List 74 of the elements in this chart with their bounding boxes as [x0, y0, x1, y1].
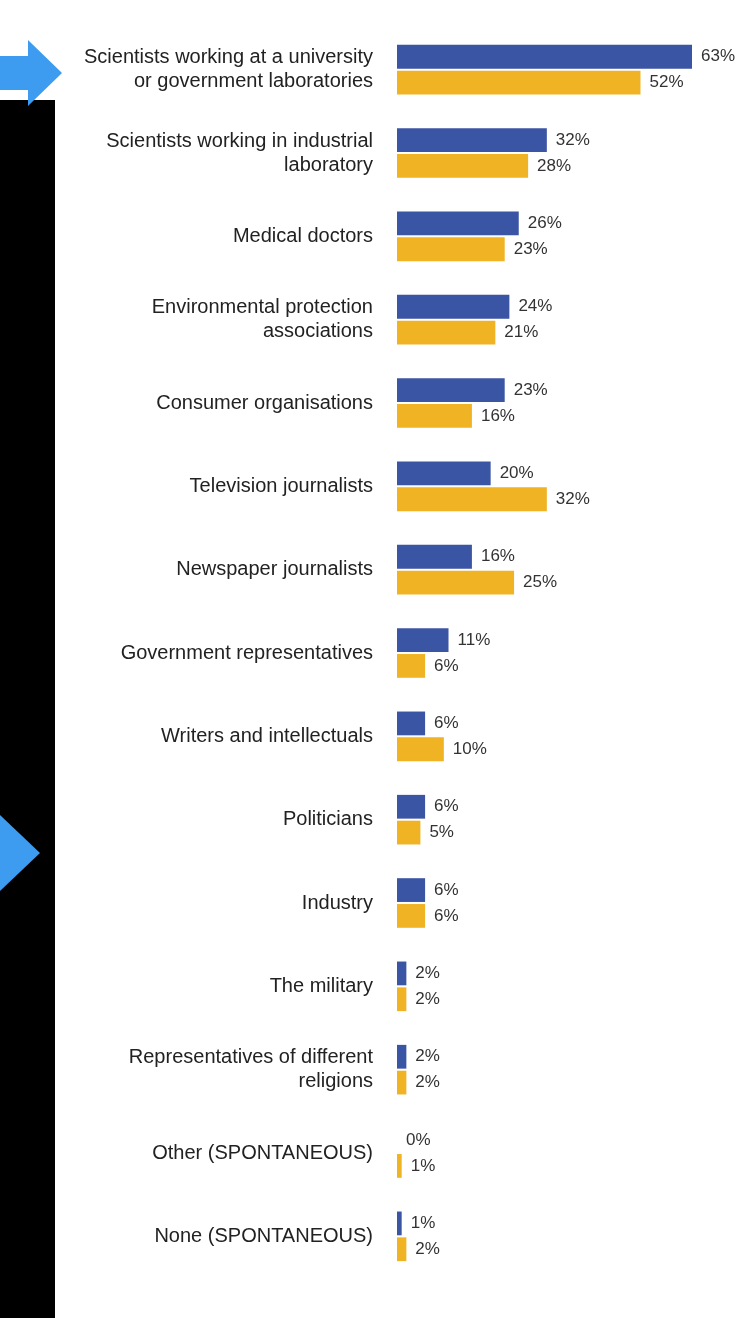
bar: [397, 211, 519, 236]
y-tick-label: Environmental protection associations: [151, 295, 373, 342]
data-label: 0%: [406, 1129, 431, 1149]
bar: [397, 154, 529, 178]
y-tick-label: Television journalists: [189, 473, 373, 496]
bar: [397, 44, 692, 69]
data-label: 32%: [555, 129, 590, 149]
bar: [397, 1237, 407, 1262]
data-label: 63%: [701, 46, 736, 66]
y-tick-label: Other (SPONTANEOUS): [152, 1140, 373, 1163]
y-tick-label: Politicians: [282, 807, 373, 830]
data-label: 28%: [537, 155, 572, 175]
bar: [397, 737, 444, 762]
bar: [397, 237, 505, 262]
bar: [397, 961, 407, 986]
data-label: 16%: [480, 546, 515, 566]
y-tick-label: Industry: [301, 890, 373, 913]
y-tick-label: Medical doctors: [232, 223, 373, 246]
bar: [397, 461, 491, 486]
bar: [397, 570, 515, 595]
y-tick-label: The military: [269, 973, 373, 996]
bar: [397, 820, 421, 845]
data-label: 2%: [415, 1046, 440, 1066]
bar: [397, 711, 426, 736]
bar: [397, 1044, 407, 1069]
y-tick-label: Writers and intellectuals: [161, 723, 373, 746]
y-tick-label: Government representatives: [120, 640, 373, 663]
data-label: 1%: [410, 1155, 436, 1175]
data-label: 23%: [513, 238, 548, 258]
bar: [397, 987, 407, 1012]
data-label: 20%: [499, 463, 534, 483]
data-label: 25%: [523, 572, 558, 592]
data-label: 6%: [434, 655, 459, 675]
bar: [397, 1154, 402, 1178]
bar: [397, 1211, 402, 1236]
data-label: 52%: [649, 72, 684, 92]
data-label: 5%: [429, 822, 454, 842]
bar: [397, 128, 547, 152]
data-label: 2%: [415, 1238, 440, 1258]
data-label: 1%: [410, 1213, 436, 1233]
y-tick-label: Newspaper journalists: [176, 557, 373, 580]
bar: [397, 294, 510, 319]
data-label: 32%: [555, 488, 590, 508]
data-label: 2%: [415, 1072, 440, 1092]
data-label: 2%: [415, 988, 440, 1008]
y-tick-label: None (SPONTANEOUS): [154, 1223, 373, 1246]
bar: [397, 544, 472, 569]
y-tick-label: Scientists working at a university or government laboratories: [83, 45, 373, 92]
bar: [397, 1070, 407, 1095]
data-label: 16%: [480, 405, 515, 425]
bar: [397, 628, 449, 652]
data-label: 6%: [434, 796, 459, 816]
bar: [397, 320, 496, 345]
bar: [397, 378, 505, 402]
y-tick-label: Consumer organisations: [156, 390, 373, 413]
bar: [397, 878, 426, 902]
data-label: 11%: [457, 629, 491, 649]
bar: [397, 404, 472, 428]
data-label: 21%: [504, 322, 539, 342]
y-tick-label: Scientists working in industrial laboratory: [106, 128, 373, 175]
data-label: 26%: [527, 213, 562, 233]
data-label: 6%: [434, 879, 459, 899]
y-tick-label: Representatives of different religions: [128, 1045, 374, 1092]
bar: [397, 794, 426, 819]
bar: [397, 70, 641, 95]
data-label: 24%: [518, 296, 553, 316]
bar: [397, 654, 426, 678]
data-label: 6%: [434, 905, 459, 925]
data-label: 23%: [513, 379, 548, 399]
data-label: 2%: [415, 963, 440, 983]
bar: [397, 904, 426, 928]
data-label: 6%: [434, 713, 459, 733]
bar: [397, 487, 547, 512]
data-label: 10%: [452, 738, 487, 758]
